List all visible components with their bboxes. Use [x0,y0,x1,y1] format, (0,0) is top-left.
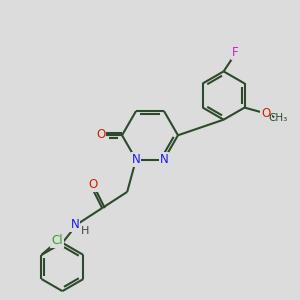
Text: O: O [88,178,98,191]
Text: N: N [160,153,168,166]
Text: N: N [132,153,140,166]
Text: O: O [96,128,105,141]
Text: F: F [232,46,238,59]
Text: N: N [70,218,79,231]
Text: Cl: Cl [51,234,63,247]
Text: H: H [81,226,90,236]
Text: O: O [261,107,271,120]
Text: CH₃: CH₃ [269,113,288,124]
